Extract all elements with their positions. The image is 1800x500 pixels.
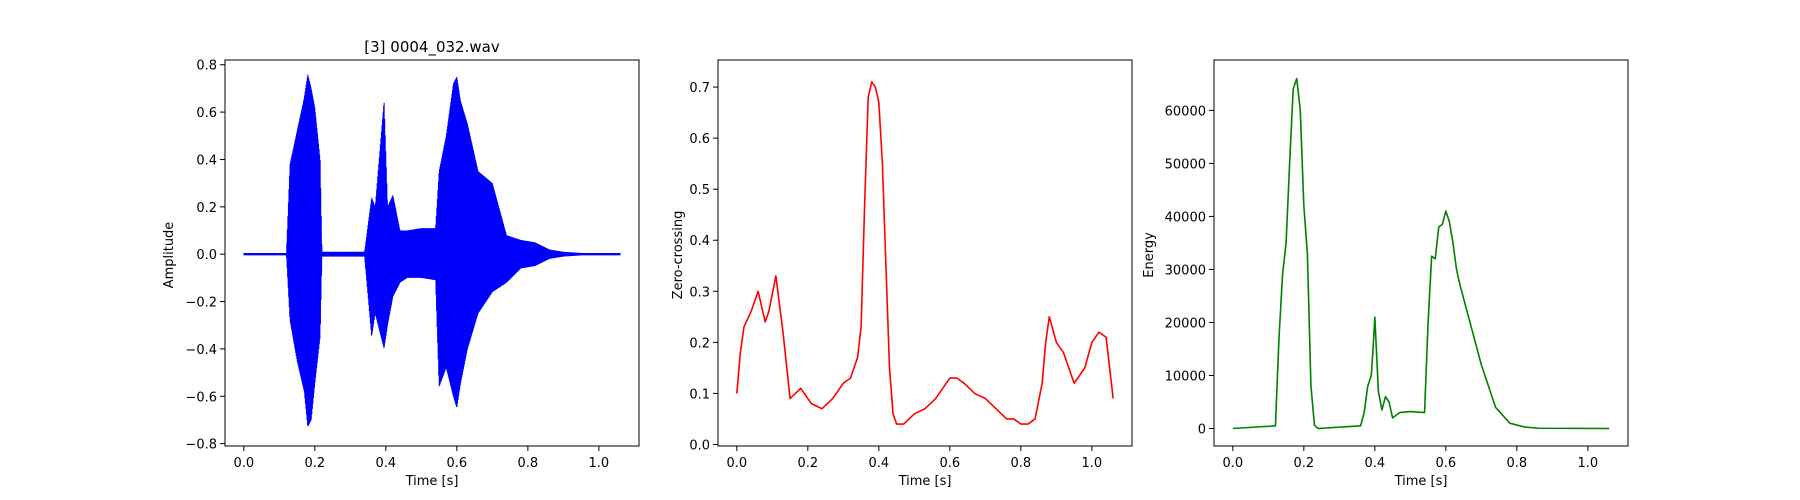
zero-crossing-ytick-label: 0.1 xyxy=(689,387,710,402)
energy-series-line xyxy=(1232,77,1610,430)
amplitude-ytick-label: −0.8 xyxy=(185,438,217,453)
energy-xtick-label: 0.4 xyxy=(1364,456,1385,471)
amplitude-ytick-label: 0.4 xyxy=(196,153,217,168)
amplitude-plot: [3] 0004_032.wav Time [s] Amplitude 0.0 0… xyxy=(162,38,640,489)
zero-crossing-ytick-label: 0.0 xyxy=(689,438,710,453)
amplitude-xtick-label: 0.0 xyxy=(233,456,254,471)
zero-crossing-ytick-label: 0.4 xyxy=(689,234,710,249)
energy-ytick-label: 0 xyxy=(1198,423,1206,438)
zero-crossing-xtick-label: 0.6 xyxy=(940,456,961,471)
energy-axes-frame xyxy=(1213,59,1629,447)
energy-ytick-label: 30000 xyxy=(1165,263,1206,278)
amplitude-plot-xlabel: Time [s] xyxy=(405,474,459,489)
amplitude-ytick-label: 0.8 xyxy=(196,59,217,74)
zero-crossing-plot: Time [s] Zero-crossing 0.0 0.2 0.4 0.6 0.8 1.… xyxy=(671,59,1133,489)
zero-crossing-xtick-label: 0.8 xyxy=(1011,456,1032,471)
energy-xtick-label: 0.8 xyxy=(1507,456,1528,471)
amplitude-plot-ylabel: Amplitude xyxy=(162,222,177,289)
zero-crossing-ytick-label: 0.3 xyxy=(689,285,710,300)
energy-xtick-label: 0.0 xyxy=(1222,456,1243,471)
zero-crossing-xtick-label: 1.0 xyxy=(1082,456,1103,471)
energy-ytick-label: 20000 xyxy=(1165,316,1206,331)
amplitude-ytick-label: −0.2 xyxy=(185,296,217,311)
energy-plot-ylabel: Energy xyxy=(1142,232,1157,278)
amplitude-xtick-label: 0.6 xyxy=(447,456,468,471)
zero-crossing-ytick-label: 0.7 xyxy=(689,81,710,96)
amplitude-ytick-label: −0.4 xyxy=(185,343,217,358)
zero-crossing-ytick-label: 0.5 xyxy=(689,183,710,198)
zero-crossing-xtick-label: 0.4 xyxy=(868,456,889,471)
energy-ytick-label: 60000 xyxy=(1165,104,1206,119)
amplitude-xtick-label: 0.2 xyxy=(304,456,325,471)
energy-plot: Time [s] Energy 0.0 0.2 0.4 0.6 0.8 1.0 0 10000… xyxy=(1142,59,1629,489)
energy-ytick-label: 10000 xyxy=(1165,369,1206,384)
amplitude-series-line xyxy=(243,74,621,427)
zero-crossing-plot-ylabel: Zero-crossing xyxy=(671,211,686,300)
zero-crossing-ytick-label: 0.2 xyxy=(689,336,710,351)
zero-crossing-ytick-label: 0.6 xyxy=(689,132,710,147)
energy-ytick-label: 50000 xyxy=(1165,157,1206,172)
zero-crossing-xtick-label: 0.0 xyxy=(726,456,747,471)
energy-xtick-label: 1.0 xyxy=(1578,456,1599,471)
amplitude-xtick-label: 0.4 xyxy=(375,456,396,471)
zero-crossing-axes-frame xyxy=(717,59,1133,447)
amplitude-ytick-label: 0.2 xyxy=(196,201,217,216)
amplitude-ytick-label: 0.0 xyxy=(196,248,217,263)
amplitude-ytick-label: 0.6 xyxy=(196,106,217,121)
amplitude-axes-frame xyxy=(224,59,640,447)
amplitude-ytick-label: −0.6 xyxy=(185,390,217,405)
zero-crossing-plot-xlabel: Time [s] xyxy=(898,474,952,489)
amplitude-xtick-label: 0.8 xyxy=(518,456,539,471)
energy-plot-xlabel: Time [s] xyxy=(1394,474,1448,489)
amplitude-xtick-label: 1.0 xyxy=(589,456,610,471)
energy-xtick-label: 0.2 xyxy=(1293,456,1314,471)
zero-crossing-series-line xyxy=(736,81,1114,425)
energy-xtick-label: 0.6 xyxy=(1436,456,1457,471)
zero-crossing-xtick-label: 0.2 xyxy=(797,456,818,471)
amplitude-plot-title: [3] 0004_032.wav xyxy=(364,38,500,57)
energy-ytick-label: 40000 xyxy=(1165,210,1206,225)
